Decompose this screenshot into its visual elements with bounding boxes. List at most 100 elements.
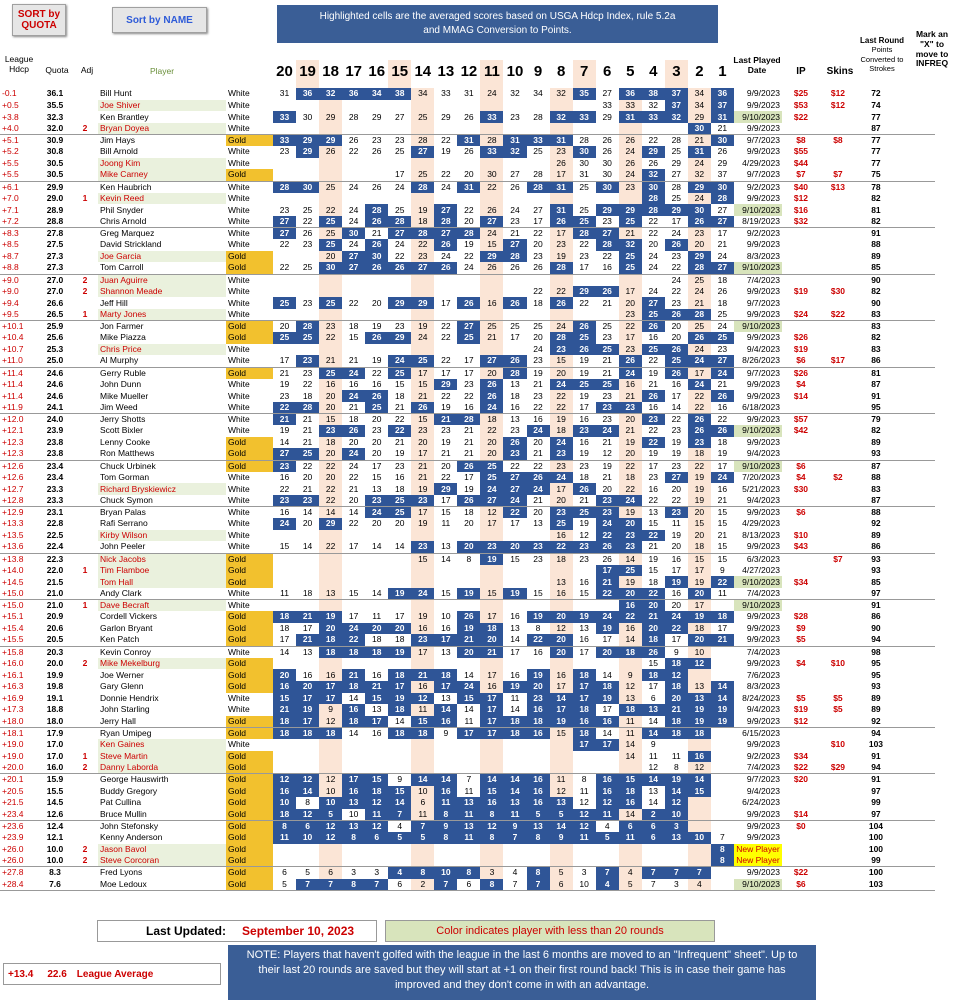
mark-infreq-cell[interactable] [896, 460, 935, 472]
mark-infreq-cell[interactable] [896, 321, 935, 333]
score-cell [503, 855, 527, 868]
mark-infreq-cell[interactable] [896, 425, 935, 437]
mark-infreq-cell[interactable] [896, 786, 935, 798]
mark-infreq-cell[interactable] [896, 600, 935, 612]
mark-infreq-cell[interactable] [896, 611, 935, 623]
mark-infreq-cell[interactable] [896, 286, 935, 298]
mark-infreq-cell[interactable] [896, 379, 935, 391]
mark-infreq-cell[interactable] [895, 587, 935, 600]
score-cell: 20 [319, 390, 343, 402]
mark-infreq-cell[interactable] [895, 855, 935, 868]
sort-by-quota-button[interactable]: SORT by QUOTA [12, 4, 66, 36]
score-cell: 22 [641, 529, 665, 542]
mark-infreq-cell[interactable] [896, 751, 935, 763]
mark-infreq-cell[interactable] [896, 297, 935, 309]
mark-infreq-cell[interactable] [896, 658, 935, 670]
mark-infreq-cell[interactable] [895, 762, 935, 775]
player-name-cell: Danny Laborda [98, 762, 226, 775]
mark-infreq-cell[interactable] [896, 518, 935, 530]
mark-infreq-cell[interactable] [895, 401, 935, 414]
score-cell: 17 [388, 680, 412, 693]
mark-infreq-cell[interactable] [896, 344, 935, 356]
mark-infreq-cell[interactable] [895, 215, 935, 228]
score-cell: 24 [687, 192, 711, 205]
mark-infreq-cell[interactable] [896, 646, 935, 658]
skins-cell [820, 530, 856, 542]
score-cell: 32 [641, 169, 665, 182]
quota-cell: 18.0 [38, 715, 72, 728]
mark-infreq-cell[interactable] [895, 262, 935, 275]
mark-infreq-cell[interactable] [896, 576, 935, 588]
mark-infreq-cell[interactable] [896, 832, 935, 844]
score-cell [503, 739, 526, 751]
mark-infreq-cell[interactable] [895, 448, 935, 461]
adj-cell: 2 [82, 285, 88, 296]
mark-infreq-cell[interactable] [896, 681, 935, 693]
mark-infreq-cell[interactable] [896, 693, 935, 705]
score-cell [527, 565, 550, 577]
mark-infreq-cell[interactable] [896, 797, 935, 809]
mark-infreq-cell[interactable] [896, 135, 935, 147]
mark-infreq-cell[interactable] [896, 146, 935, 158]
mark-infreq-cell[interactable] [895, 169, 935, 182]
mark-infreq-cell[interactable] [896, 367, 935, 379]
mark-infreq-cell[interactable] [896, 472, 935, 484]
mark-infreq-cell[interactable] [896, 623, 935, 635]
mark-infreq-cell[interactable] [896, 158, 935, 170]
score-cell: 18 [296, 587, 320, 600]
ip-cell: $20 [793, 774, 809, 785]
mark-infreq-cell[interactable] [896, 530, 935, 542]
score-cell [365, 193, 388, 205]
tee-cell: Gold [226, 762, 273, 775]
mark-infreq-cell[interactable] [895, 715, 935, 728]
skins-cell [820, 239, 856, 251]
mark-infreq-cell[interactable] [896, 739, 935, 751]
mark-infreq-cell[interactable] [896, 414, 935, 426]
mark-infreq-cell[interactable] [896, 228, 935, 240]
mark-infreq-cell[interactable] [896, 553, 935, 565]
mark-infreq-cell[interactable] [896, 844, 935, 856]
mark-infreq-cell[interactable] [896, 704, 935, 716]
mark-infreq-cell[interactable] [896, 181, 935, 193]
mark-infreq-cell[interactable] [896, 88, 935, 100]
mark-infreq-cell[interactable] [896, 669, 935, 681]
sort-by-name-button[interactable]: Sort by NAME [112, 7, 207, 33]
mark-infreq-cell[interactable] [896, 390, 935, 402]
mark-infreq-cell[interactable] [896, 239, 935, 251]
score-cell: 23 [533, 390, 543, 401]
mark-infreq-cell[interactable] [896, 204, 935, 216]
mark-infreq-cell[interactable] [895, 808, 935, 821]
score-cell: 3 [664, 878, 688, 891]
score-cell: 28 [579, 135, 589, 146]
score-cell: 22 [602, 251, 612, 262]
last-round-cell: 93 [871, 553, 881, 564]
mark-infreq-cell[interactable] [896, 274, 935, 286]
mark-infreq-cell[interactable] [896, 820, 935, 832]
mark-infreq-cell[interactable] [896, 483, 935, 495]
mark-infreq-cell[interactable] [896, 774, 935, 786]
mark-infreq-cell[interactable] [895, 122, 935, 135]
mark-infreq-cell[interactable] [896, 100, 935, 112]
score-cell [573, 100, 596, 112]
mark-infreq-cell[interactable] [896, 565, 935, 577]
score-cell: 8 [305, 797, 310, 808]
score-cell: 25 [664, 355, 688, 368]
mark-infreq-cell[interactable] [896, 251, 935, 263]
mark-infreq-cell[interactable] [895, 355, 935, 368]
mark-infreq-cell[interactable] [895, 878, 935, 891]
mark-infreq-cell[interactable] [896, 332, 935, 344]
mark-infreq-cell[interactable] [896, 727, 935, 739]
score-cell: 21 [687, 297, 711, 309]
mark-infreq-cell[interactable] [896, 507, 935, 519]
mark-infreq-cell[interactable] [895, 541, 935, 554]
mark-infreq-cell[interactable] [895, 634, 935, 647]
score-cell: 23 [510, 425, 520, 436]
mark-infreq-cell[interactable] [896, 193, 935, 205]
score-cell: 23 [618, 181, 642, 193]
mark-infreq-cell[interactable] [895, 308, 935, 321]
mark-infreq-cell[interactable] [895, 494, 935, 507]
mark-infreq-cell[interactable] [896, 111, 935, 123]
mark-infreq-cell[interactable] [896, 867, 935, 879]
score-cell: 38 [641, 88, 665, 100]
mark-infreq-cell[interactable] [896, 437, 935, 449]
